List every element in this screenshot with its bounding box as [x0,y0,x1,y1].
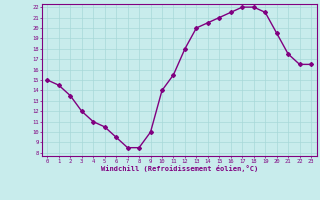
X-axis label: Windchill (Refroidissement éolien,°C): Windchill (Refroidissement éolien,°C) [100,165,258,172]
